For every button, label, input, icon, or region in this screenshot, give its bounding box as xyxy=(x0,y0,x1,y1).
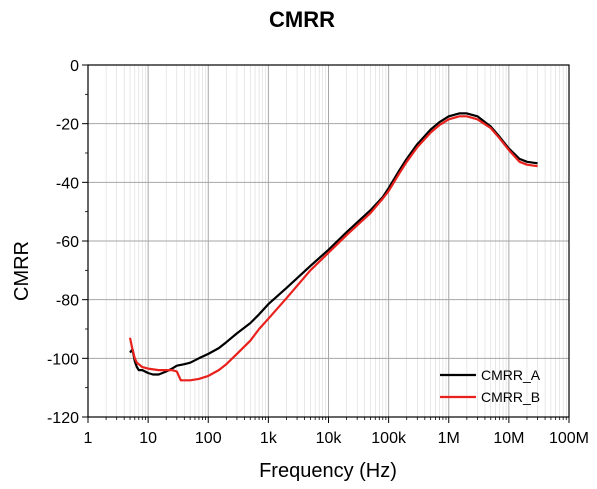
y-tick-label: -20 xyxy=(56,117,79,134)
x-tick-label: 100 xyxy=(195,430,222,447)
y-tick-label: -40 xyxy=(56,175,79,192)
series-group xyxy=(128,112,538,382)
axis-ticks: 1 10 100 1k 10k 100k 1M 10M 100M 0 -20 -40 -60 -80 -10… xyxy=(47,58,589,447)
x-tick-label: 10k xyxy=(316,430,343,447)
x-tick-label: 10 xyxy=(139,430,157,447)
x-tick-label: 1 xyxy=(84,430,93,447)
y-tick-label: -100 xyxy=(47,351,79,368)
series-line-cmrr-a xyxy=(129,112,538,376)
grid xyxy=(88,65,569,417)
legend: CMRR_A CMRR_B xyxy=(440,367,541,405)
series-line-cmrr-b xyxy=(128,115,538,382)
x-tick-label: 10M xyxy=(493,430,524,447)
x-axis-label: Frequency (Hz) xyxy=(259,460,397,482)
y-tick-label: 0 xyxy=(70,58,79,75)
y-tick-label: -120 xyxy=(47,410,79,427)
legend-label: CMRR_A xyxy=(481,367,541,383)
y-tick-label: -80 xyxy=(56,293,79,310)
chart-title: CMRR xyxy=(269,7,335,32)
x-tick-label: 100k xyxy=(371,430,407,447)
y-axis-label: CMRR xyxy=(11,241,33,301)
x-tick-label: 100M xyxy=(549,430,589,447)
legend-label: CMRR_B xyxy=(481,389,540,405)
y-tick-label: -60 xyxy=(56,234,79,251)
x-tick-label: 1k xyxy=(260,430,278,447)
x-tick-label: 1M xyxy=(438,430,460,447)
